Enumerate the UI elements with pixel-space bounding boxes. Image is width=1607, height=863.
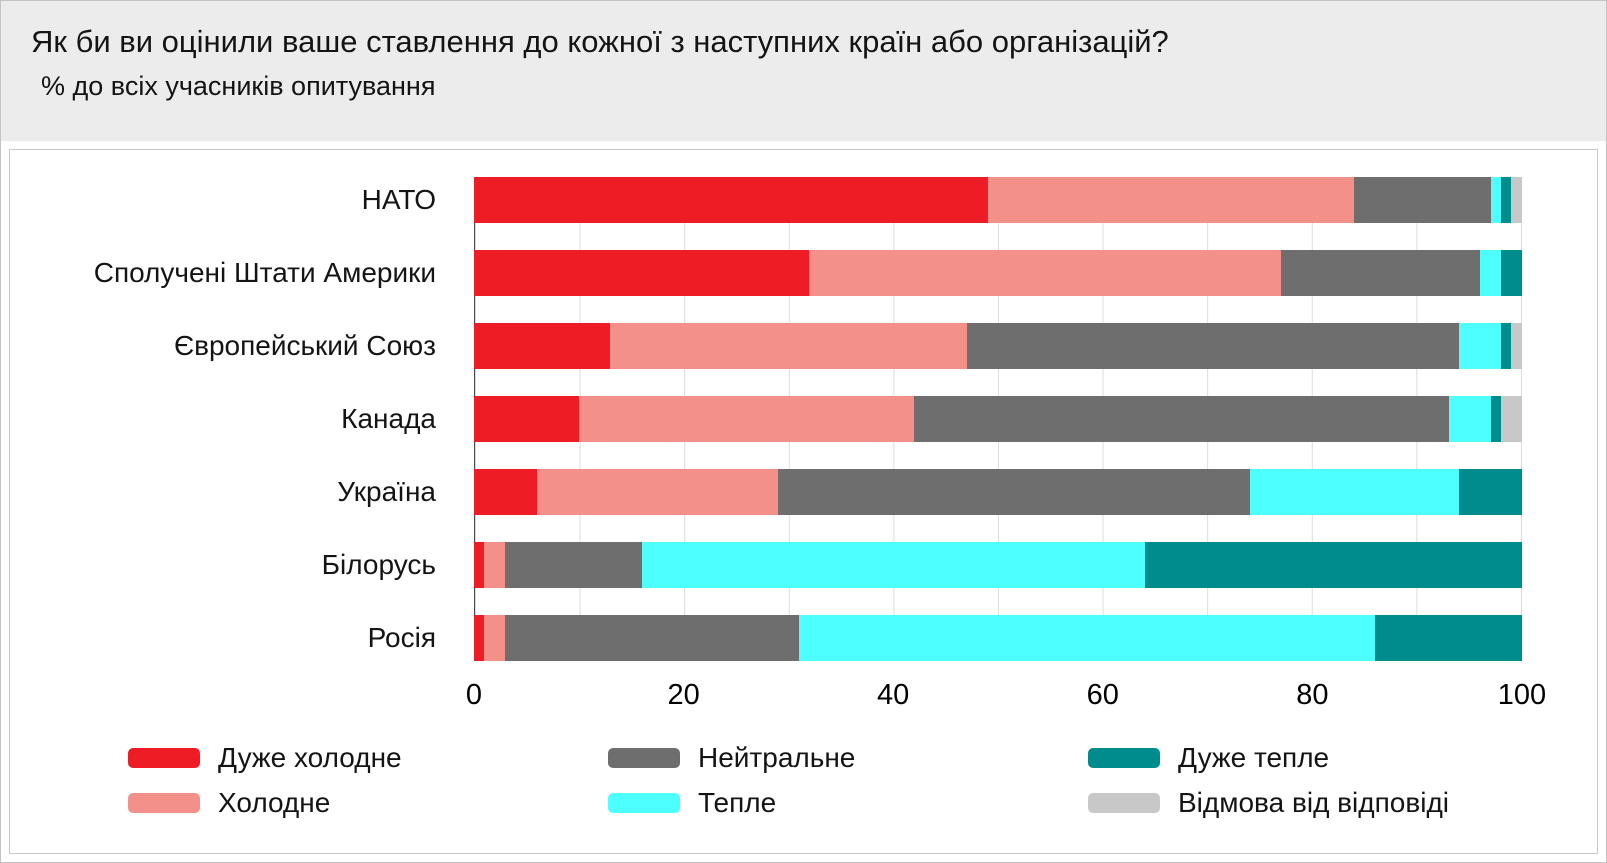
bar-segment [798, 615, 1376, 661]
category-label: Білорусь [321, 549, 436, 580]
legend-label: Дуже холодне [218, 741, 402, 773]
plot-area: НАТО Сполучені Штати Америки Європейський … [10, 150, 1597, 661]
legend-swatch [1088, 792, 1160, 813]
bar-segment [1501, 396, 1522, 442]
legend: Дуже холодне Холодне Нейтральне Тепле Дуже т… [10, 735, 1597, 825]
bar-segment [474, 250, 810, 296]
bar-segment [1501, 177, 1512, 223]
bar-track [474, 396, 1522, 442]
category-label: Європейський Союз [173, 330, 436, 361]
category-label: Україна [337, 476, 436, 507]
category-label: Канада [341, 403, 436, 434]
legend-item: Дуже холодне [128, 742, 608, 774]
bar-segment [1501, 323, 1512, 369]
bar-segment [1511, 177, 1522, 223]
bar-segment [1459, 469, 1522, 515]
chart-row: Білорусь [10, 542, 1522, 588]
bar-track [474, 177, 1522, 223]
bar-track [474, 250, 1522, 296]
legend-swatch [128, 747, 200, 768]
bar-segment [1480, 250, 1502, 296]
legend-swatch [128, 792, 200, 813]
legend-swatch [608, 747, 680, 768]
bar-segment [777, 469, 1250, 515]
legend-label: Тепле [698, 786, 777, 818]
chart-row: Канада [10, 396, 1522, 442]
x-tick-label: 80 [1296, 679, 1329, 711]
bar-track [474, 542, 1522, 588]
bar-segment [578, 396, 915, 442]
bar-segment [914, 396, 1449, 442]
chart-row: Росія [10, 615, 1522, 661]
chart-row: НАТО [10, 177, 1522, 223]
x-tick-label: 60 [1086, 679, 1119, 711]
chart-row: Сполучені Штати Америки [10, 250, 1522, 296]
bar-segment [474, 615, 485, 661]
x-tick-label: 40 [877, 679, 910, 711]
legend-item: Холодне [128, 787, 608, 819]
bar-segment [610, 323, 967, 369]
legend-item: Відмова від відповіді [1088, 787, 1597, 819]
bar-segment [1448, 396, 1491, 442]
x-tick-label: 20 [667, 679, 700, 711]
x-tick-label: 100 [1497, 679, 1547, 711]
bar-segment [1280, 250, 1481, 296]
bar-segment [484, 615, 506, 661]
chart-title: Як би ви оцінили ваше ставлення до кожно… [31, 24, 1169, 59]
bar-segment [1249, 469, 1460, 515]
bar-track [474, 323, 1522, 369]
bar-segment [641, 542, 1145, 588]
bar-segment [474, 469, 537, 515]
category-label: НАТО [361, 184, 436, 215]
bar-segment [474, 323, 611, 369]
bar-segment [1490, 396, 1501, 442]
bar-segment [1375, 615, 1522, 661]
bar-segment [505, 615, 799, 661]
legend-swatch [608, 792, 680, 813]
chart-subtitle: % до всіх учасників опитування [41, 70, 436, 101]
chart-row: Європейський Союз [10, 323, 1522, 369]
legend-label: Нейтральне [698, 741, 856, 773]
legend-swatch [1088, 747, 1160, 768]
bar-segment [474, 396, 579, 442]
bar-track [474, 469, 1522, 515]
bar-segment [1144, 542, 1522, 588]
chart-panel: НАТО Сполучені Штати Америки Європейський … [9, 149, 1598, 854]
bar-segment [1459, 323, 1501, 369]
bar-segment [505, 542, 642, 588]
x-tick-label: 0 [465, 679, 483, 711]
bar-segment [1490, 177, 1502, 223]
bar-segment [809, 250, 1281, 296]
category-label: Сполучені Штати Америки [93, 257, 436, 288]
bar-segment [1511, 323, 1522, 369]
bar-segment [1501, 250, 1522, 296]
bar-segment [536, 469, 778, 515]
bar-segment [1354, 177, 1491, 223]
legend-label: Відмова від відповіді [1178, 786, 1450, 818]
legend-label: Дуже тепле [1178, 741, 1330, 773]
plot-rows: НАТО Сполучені Штати Америки Європейський … [10, 177, 1522, 661]
bar-segment [474, 542, 485, 588]
x-axis: 0 20 40 60 80 100 [466, 671, 1546, 723]
bar-segment [987, 177, 1355, 223]
bar-segment [484, 542, 506, 588]
legend-item: Тепле [608, 787, 1088, 819]
category-label: Росія [367, 622, 436, 653]
bar-track [474, 615, 1522, 661]
bar-segment [966, 323, 1460, 369]
chart-header: Як би ви оцінили ваше ставлення до кожно… [1, 1, 1606, 141]
legend-label: Холодне [218, 786, 331, 818]
bar-segment [474, 177, 988, 223]
chart-row: Україна [10, 469, 1522, 515]
legend-item: Дуже тепле [1088, 742, 1597, 774]
legend-item: Нейтральне [608, 742, 1088, 774]
